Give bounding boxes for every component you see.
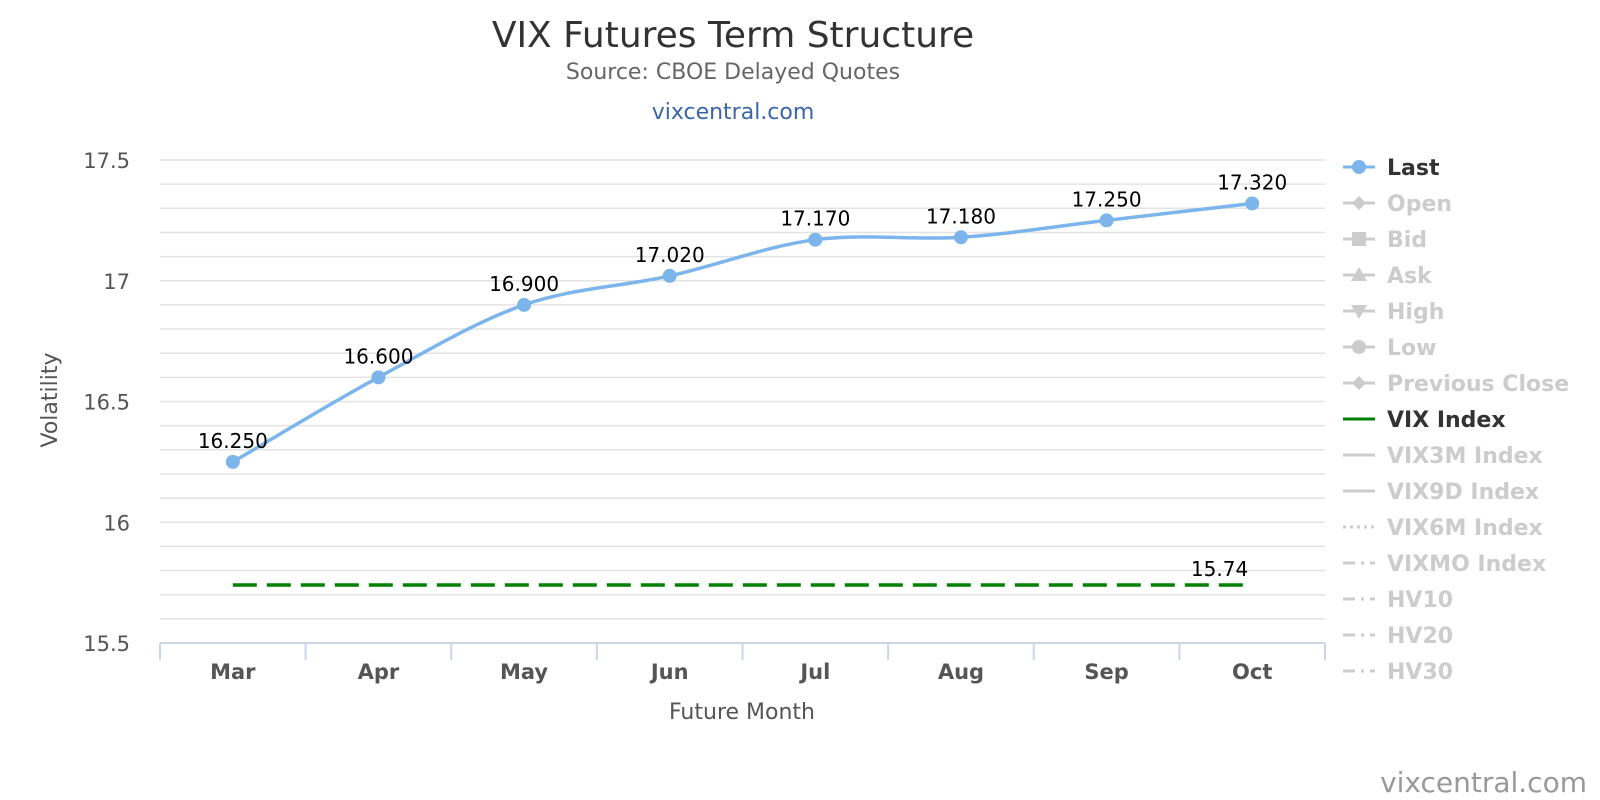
legend-triangle-icon — [1351, 267, 1367, 281]
last-data-label: 16.600 — [343, 344, 413, 368]
y-tick-label: 17 — [103, 270, 130, 294]
last-series-line — [231, 201, 1253, 464]
legend-item-vixmo-index[interactable]: VIXMO Index — [1343, 552, 1546, 577]
x-tick-label: Sep — [1084, 660, 1128, 684]
x-tick-label: Apr — [358, 660, 400, 684]
legend-label: VIX Index — [1387, 408, 1506, 433]
last-point[interactable] — [662, 268, 677, 283]
legend-label: HV30 — [1387, 660, 1453, 685]
x-tick-label: May — [500, 660, 548, 684]
legend-label: VIX6M Index — [1387, 516, 1543, 541]
x-axis-title: Future Month — [669, 700, 815, 725]
last-data-label: 17.020 — [635, 243, 705, 267]
legend-label: Bid — [1387, 228, 1427, 253]
legend-item-previous-close[interactable]: Previous Close — [1343, 372, 1569, 397]
legend-square-icon — [1352, 232, 1366, 246]
y-axis-ticks: 17.5 17 16.5 16 15.5 — [83, 149, 130, 656]
last-point[interactable] — [1099, 213, 1114, 228]
legend-item-hv20[interactable]: HV20 — [1343, 624, 1453, 649]
last-point[interactable] — [517, 297, 532, 312]
legend-item-high[interactable]: High — [1343, 300, 1444, 325]
x-axis: Mar Apr May Jun Jul Aug Sep Oct — [159, 642, 1326, 684]
last-point[interactable] — [371, 370, 386, 385]
legend-item-hv30[interactable]: HV30 — [1343, 660, 1453, 685]
chart-title: VIX Futures Term Structure — [492, 15, 974, 56]
x-tick-label: Aug — [938, 660, 984, 684]
legend-item-hv10[interactable]: HV10 — [1343, 588, 1453, 613]
legend-label: HV10 — [1387, 588, 1453, 613]
legend-item-bid[interactable]: Bid — [1343, 228, 1427, 253]
legend-label: Ask — [1387, 264, 1433, 289]
grid-lines — [160, 159, 1325, 620]
legend-item-ask[interactable]: Ask — [1343, 264, 1433, 289]
legend-circle-icon — [1352, 160, 1366, 174]
legend-diamond-icon — [1352, 376, 1366, 390]
last-data-label: 16.250 — [198, 429, 268, 453]
vix-index-label: 15.74 — [1191, 557, 1248, 581]
y-axis-title: Volatility — [38, 352, 63, 447]
y-tick-label: 17.5 — [83, 149, 130, 173]
y-tick-label: 16.5 — [83, 391, 130, 415]
x-tick-label: Jun — [649, 660, 689, 684]
legend-item-vix3m-index[interactable]: VIX3M Index — [1343, 444, 1543, 469]
last-point[interactable] — [1245, 196, 1260, 211]
last-data-label: 17.250 — [1072, 187, 1142, 211]
legend-item-vix6m-index[interactable]: VIX6M Index — [1343, 516, 1543, 541]
last-point[interactable] — [953, 230, 968, 245]
legend-label: High — [1387, 300, 1444, 325]
x-tick-label: Jul — [798, 660, 830, 684]
x-tick-label: Oct — [1232, 660, 1272, 684]
series-vix-index: 15.74 — [232, 557, 1253, 587]
y-tick-label: 16 — [103, 511, 130, 535]
last-point[interactable] — [808, 232, 823, 247]
chart-subtitle: Source: CBOE Delayed Quotes — [566, 60, 900, 85]
y-tick-label: 15.5 — [83, 632, 130, 656]
source-link[interactable]: vixcentral.com — [652, 100, 815, 125]
legend-label: Low — [1387, 336, 1436, 361]
legend-diamond-icon — [1352, 196, 1366, 210]
legend-item-last[interactable]: Last — [1343, 156, 1440, 181]
legend-label: VIX3M Index — [1387, 444, 1543, 469]
legend-label: VIXMO Index — [1387, 552, 1546, 577]
series-last: 16.250 16.600 16.900 17.020 17.170 17.180 17.2… — [198, 170, 1287, 469]
legend-label: Open — [1387, 192, 1452, 217]
legend-item-open[interactable]: Open — [1343, 192, 1452, 217]
last-data-label: 17.180 — [926, 204, 996, 228]
last-point[interactable] — [225, 454, 240, 469]
legend-label: VIX9D Index — [1387, 480, 1539, 505]
legend-triangle-down-icon — [1351, 305, 1367, 319]
legend-item-low[interactable]: Low — [1343, 336, 1436, 361]
legend: Last Open Bid Ask High Low Previous Close VIX I… — [1343, 156, 1569, 685]
legend-item-vix9d-index[interactable]: VIX9D Index — [1343, 480, 1539, 505]
legend-item-vix-index[interactable]: VIX Index — [1343, 408, 1506, 433]
last-data-label: 16.900 — [489, 272, 559, 296]
legend-label: Last — [1387, 156, 1440, 181]
last-data-label: 17.170 — [780, 207, 850, 231]
last-data-label: 17.320 — [1217, 170, 1287, 194]
legend-circle-icon — [1352, 340, 1366, 354]
legend-label: HV20 — [1387, 624, 1453, 649]
x-tick-label: Mar — [210, 660, 256, 684]
credit-text[interactable]: vixcentral.com — [1380, 766, 1587, 799]
legend-label: Previous Close — [1387, 372, 1569, 397]
